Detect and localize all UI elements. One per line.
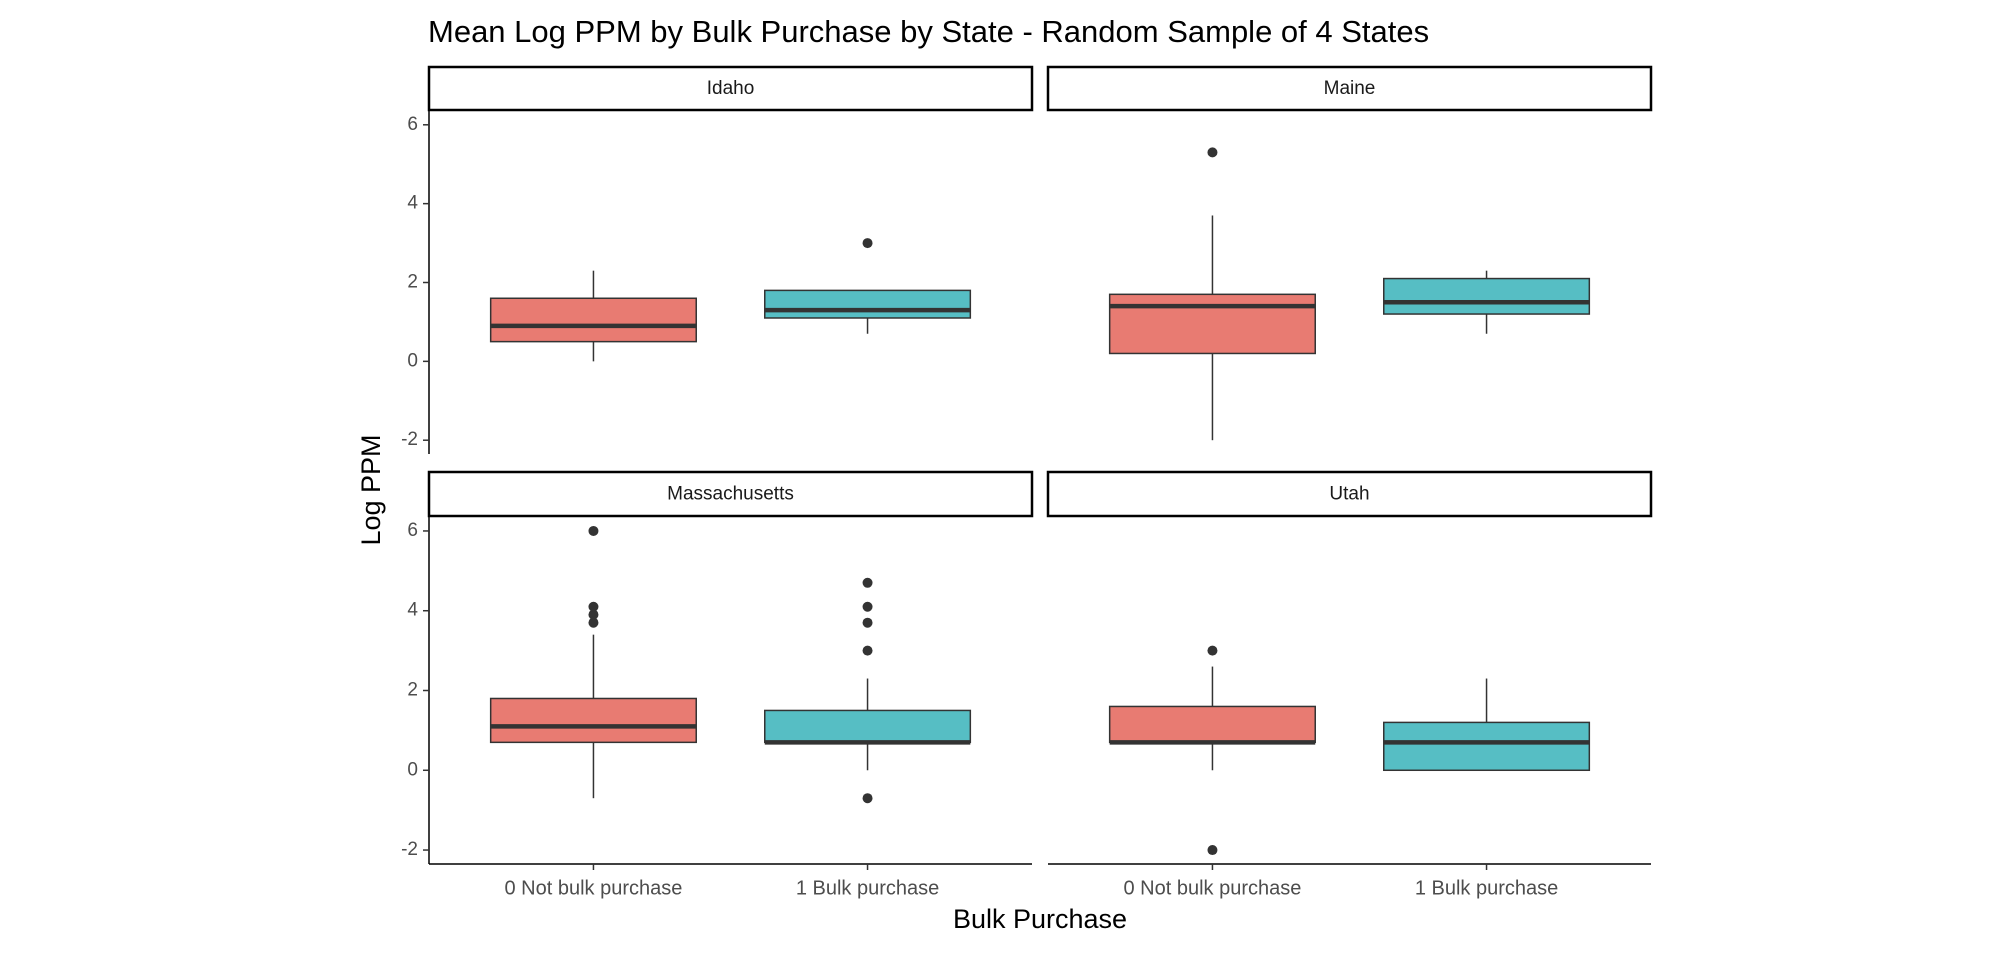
x-tick-label: 1 Bulk purchase <box>796 877 939 899</box>
chart-title: Mean Log PPM by Bulk Purchase by State -… <box>428 14 1429 49</box>
strip-label: Utah <box>1329 484 1369 505</box>
strip <box>1046 470 1653 518</box>
y-tick-label: 4 <box>407 193 418 214</box>
box <box>1108 293 1316 355</box>
strip <box>1046 65 1653 112</box>
outlier <box>588 609 599 620</box>
outlier <box>862 238 873 249</box>
box <box>1383 277 1591 315</box>
outlier <box>588 617 599 628</box>
box <box>764 709 972 744</box>
y-tick-label: 6 <box>407 114 418 135</box>
x-tick-label: 1 Bulk purchase <box>1415 877 1558 899</box>
outlier <box>1207 845 1218 856</box>
box <box>489 297 697 343</box>
x-tick-label: 0 Not bulk purchase <box>505 877 683 899</box>
strip-label: Massachusetts <box>667 484 794 505</box>
y-tick-label: 0 <box>407 759 418 780</box>
y-tick-label: 2 <box>407 272 418 293</box>
y-tick-label: 0 <box>407 350 418 371</box>
outlier <box>862 617 873 628</box>
strip-label: Maine <box>1324 78 1376 99</box>
y-axis-title: Log PPM <box>356 434 386 545</box>
outlier <box>1207 147 1218 158</box>
y-tick-label: -2 <box>401 839 418 860</box>
outlier <box>588 601 599 612</box>
outlier <box>588 525 599 536</box>
x-axis-title: Bulk Purchase <box>953 904 1127 934</box>
box <box>1383 721 1591 772</box>
y-tick-label: 6 <box>407 520 418 541</box>
y-tick-label: -2 <box>401 429 418 450</box>
outlier <box>862 577 873 588</box>
box <box>764 289 972 319</box>
outlier <box>862 645 873 656</box>
y-tick-label: 2 <box>407 680 418 701</box>
box <box>1108 705 1316 744</box>
outlier <box>1207 645 1218 656</box>
y-tick-label: 4 <box>407 600 418 621</box>
box <box>489 697 697 744</box>
strip <box>427 65 1034 112</box>
outlier <box>862 793 873 804</box>
outlier <box>862 601 873 612</box>
strip <box>427 470 1034 518</box>
x-tick-label: 0 Not bulk purchase <box>1124 877 1302 899</box>
strip-label: Idaho <box>707 78 755 99</box>
